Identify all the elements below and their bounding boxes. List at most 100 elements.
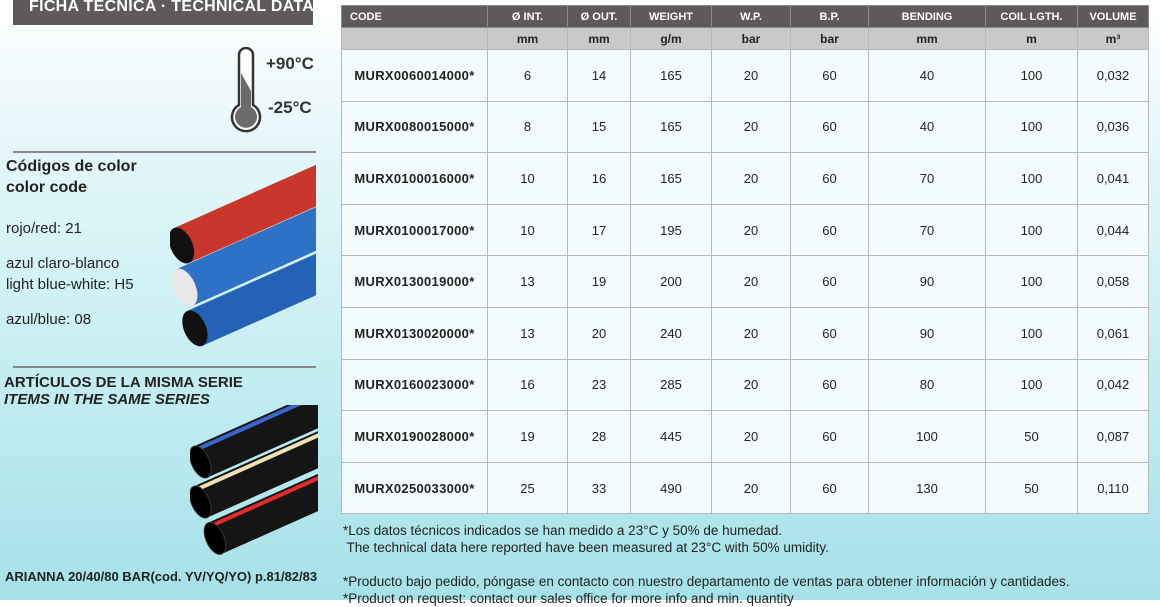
cell-burst-pressure: 60	[790, 152, 869, 205]
cell-weight: 445	[630, 410, 712, 463]
max-temperature: +90°C	[266, 54, 314, 73]
cell-out-diameter: 33	[567, 461, 631, 515]
cell-volume: 0,032	[1077, 49, 1149, 102]
table-row: MURX0160023000* 16 23 285 20 60 80 100 0,042	[341, 358, 1149, 412]
unit-code	[341, 27, 488, 50]
heading-es: ARTÍCULOS DE LA MISMA SERIE	[4, 374, 243, 391]
cell-bending: 40	[868, 49, 986, 102]
cell-code: MURX0060014000*	[341, 49, 488, 102]
cell-working-pressure: 20	[711, 203, 791, 257]
cell-volume: 0,041	[1077, 152, 1149, 205]
table-row: MURX0100016000* 10 16 165 20 60 70 100 0,041	[341, 152, 1149, 205]
heading-en: color code	[6, 179, 87, 196]
table-row: MURX0130019000* 13 19 200 20 60 90 100 0,058	[341, 255, 1149, 308]
unit-int-diameter: mm	[487, 27, 568, 50]
cell-weight: 165	[630, 100, 712, 154]
cell-volume: 0,036	[1077, 100, 1149, 154]
cell-bending: 40	[868, 100, 986, 154]
cell-burst-pressure: 60	[790, 461, 869, 515]
cell-out-diameter: 28	[567, 410, 631, 463]
cell-working-pressure: 20	[711, 49, 791, 102]
cell-burst-pressure: 60	[790, 203, 869, 257]
cell-out-diameter: 20	[567, 306, 631, 360]
page-title: FICHA TECNICA · TECHNICAL DATA	[13, 0, 314, 25]
heading-en: ITEMS IN THE SAME SERIES	[4, 391, 210, 408]
note-en-conditions: The technical data here reported have be…	[343, 540, 829, 555]
unit-volume: m³	[1077, 27, 1149, 50]
thermometer-icon	[230, 47, 262, 133]
cell-int-diameter: 6	[487, 49, 568, 102]
color-lightblue-en: light blue-white: H5	[6, 276, 134, 293]
cell-working-pressure: 20	[711, 358, 791, 412]
cell-out-diameter: 19	[567, 255, 631, 308]
cell-volume: 0,058	[1077, 255, 1149, 308]
cell-int-diameter: 25	[487, 461, 568, 515]
color-pipes-image	[170, 165, 316, 347]
cell-burst-pressure: 60	[790, 306, 869, 360]
table-row: MURX0080015000* 8 15 165 20 60 40 100 0,036	[341, 100, 1149, 154]
cell-bending: 70	[868, 203, 986, 257]
cell-working-pressure: 20	[711, 461, 791, 515]
cell-coil-length: 50	[985, 410, 1078, 463]
cell-working-pressure: 20	[711, 410, 791, 463]
unit-coil-length: m	[985, 27, 1078, 50]
table-row: MURX0250033000* 25 33 490 20 60 130 50 0,110	[341, 461, 1149, 515]
cell-int-diameter: 8	[487, 100, 568, 154]
header-bending: BENDING	[868, 5, 986, 28]
cell-out-diameter: 14	[567, 49, 631, 102]
cell-weight: 165	[630, 152, 712, 205]
cell-code: MURX0190028000*	[341, 410, 488, 463]
cell-volume: 0,042	[1077, 358, 1149, 412]
series-pipes-image	[190, 405, 318, 555]
table-row: MURX0100017000* 10 17 195 20 60 70 100 0,044	[341, 203, 1149, 257]
color-lightblue-es: azul claro-blanco	[6, 255, 120, 272]
table-units-row: mm mm g/m bar bar mm m m³	[341, 27, 1149, 50]
header-code: CODE	[341, 5, 488, 28]
cell-volume: 0,087	[1077, 410, 1149, 463]
cell-int-diameter: 19	[487, 410, 568, 463]
technical-data-table: CODE Ø INT. Ø OUT. WEIGHT W.P. B.P. BENDING COI…	[341, 5, 1149, 515]
cell-coil-length: 100	[985, 100, 1078, 154]
table-row: MURX0190028000* 19 28 445 20 60 100 50 0,087	[341, 410, 1149, 463]
cell-burst-pressure: 60	[790, 100, 869, 154]
color-code-heading: Códigos de color color code	[6, 156, 137, 198]
cell-weight: 165	[630, 49, 712, 102]
cell-out-diameter: 23	[567, 358, 631, 412]
series-heading: ARTÍCULOS DE LA MISMA SERIE ITEMS IN THE…	[4, 374, 243, 408]
note-es-conditions: *Los datos técnicos indicados se han med…	[343, 523, 783, 538]
cell-working-pressure: 20	[711, 306, 791, 360]
cell-out-diameter: 17	[567, 203, 631, 257]
cell-bending: 70	[868, 152, 986, 205]
cell-burst-pressure: 60	[790, 358, 869, 412]
cell-coil-length: 100	[985, 306, 1078, 360]
cell-burst-pressure: 60	[790, 255, 869, 308]
cell-coil-length: 100	[985, 49, 1078, 102]
cell-volume: 0,044	[1077, 203, 1149, 257]
cell-volume: 0,061	[1077, 306, 1149, 360]
series-reference-link[interactable]: ARIANNA 20/40/80 BAR(cod. YV/YQ/YO) p.81…	[5, 569, 318, 584]
cell-int-diameter: 13	[487, 306, 568, 360]
header-out-diameter: Ø OUT.	[567, 5, 631, 28]
cell-weight: 195	[630, 203, 712, 257]
unit-burst-pressure: bar	[790, 27, 869, 50]
header-int-diameter: Ø INT.	[487, 5, 568, 28]
cell-weight: 240	[630, 306, 712, 360]
header-weight: WEIGHT	[630, 5, 712, 28]
cell-code: MURX0100016000*	[341, 152, 488, 205]
cell-coil-length: 50	[985, 461, 1078, 515]
header-volume: VOLUME	[1077, 5, 1149, 28]
divider	[13, 366, 316, 368]
header-coil-length: COIL LGTH.	[985, 5, 1078, 28]
cell-out-diameter: 16	[567, 152, 631, 205]
unit-working-pressure: bar	[711, 27, 791, 50]
cell-out-diameter: 15	[567, 100, 631, 154]
cell-coil-length: 100	[985, 255, 1078, 308]
cell-weight: 285	[630, 358, 712, 412]
cell-working-pressure: 20	[711, 100, 791, 154]
note-en-request: *Product on request: contact our sales o…	[343, 591, 794, 606]
cell-int-diameter: 16	[487, 358, 568, 412]
cell-weight: 200	[630, 255, 712, 308]
table-row: MURX0130020000* 13 20 240 20 60 90 100 0,061	[341, 306, 1149, 360]
header-working-pressure: W.P.	[711, 5, 791, 28]
cell-bending: 130	[868, 461, 986, 515]
